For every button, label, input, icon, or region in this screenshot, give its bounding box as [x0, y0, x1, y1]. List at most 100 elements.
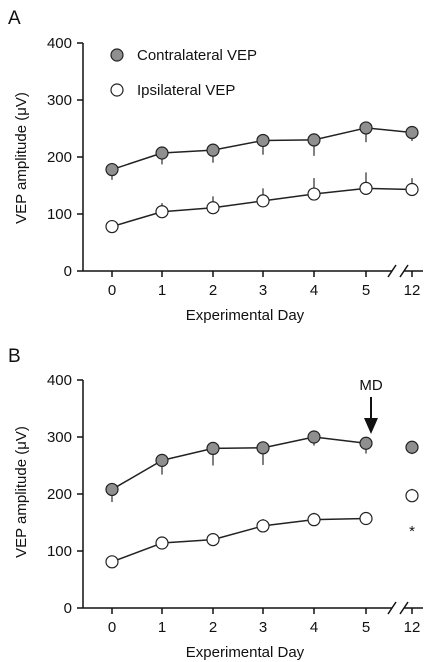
x-axis-break-mark [399, 601, 409, 615]
contralateral-vep-line-segment [262, 139, 315, 142]
panel-a-axes [82, 43, 423, 278]
contralateral-vep-point [256, 133, 270, 148]
ipsilateral-vep-line-segment [111, 211, 163, 228]
y-tick-label: 300 [47, 92, 72, 109]
x-tick-label: 3 [259, 619, 267, 636]
contralateral-vep-point [307, 133, 321, 147]
panel-b-annotations: MD * [359, 377, 415, 540]
x-tick-label: 1 [158, 282, 166, 299]
panel-a-x-axis-title: Experimental Day [186, 307, 305, 324]
contralateral-vep-line-segment [111, 152, 163, 171]
ipsilateral-vep-point [206, 201, 220, 215]
ipsilateral-vep-line-segment [313, 517, 367, 521]
contralateral-vep-point [206, 143, 220, 157]
x-tick-label: 4 [310, 282, 318, 299]
ipsilateral-vep-point [155, 205, 169, 219]
y-tick-label: 100 [47, 206, 72, 223]
panel-a-y-axis-title: VEP amplitude (μV) [13, 92, 30, 224]
x-tick-label: 12 [404, 619, 421, 636]
x-axis-break-mark [399, 264, 409, 278]
panel-b-letter: B [8, 346, 21, 367]
contralateral-vep-point [155, 146, 169, 160]
ipsilateral-vep-line-segment [161, 206, 214, 213]
ipsilateral-vep-point [105, 555, 119, 569]
ipsilateral-vep-line-segment [111, 542, 163, 563]
x-tick-label: 5 [362, 619, 370, 636]
ipsilateral-vep-point [359, 181, 373, 195]
legend-label-ipsilateral: Ipsilateral VEP [137, 82, 235, 99]
panel-b-y-ticks: 0 100 200 300 400 [47, 372, 83, 617]
md-label: MD [359, 377, 382, 394]
panel-a-y-ticks: 0 100 200 300 400 [47, 35, 83, 280]
y-tick-label: 200 [47, 149, 72, 166]
legend-marker-contralateral [110, 48, 124, 62]
x-tick-label: 0 [108, 619, 116, 636]
panel-a-series [105, 121, 419, 234]
contralateral-vep-line-segment [262, 436, 315, 449]
panel-b-x-axis-title: Experimental Day [186, 644, 305, 661]
y-tick-label: 100 [47, 543, 72, 560]
ipsilateral-vep-line-segment [212, 200, 264, 209]
ipsilateral-vep-point [206, 532, 220, 547]
contralateral-vep-line-segment [212, 447, 264, 450]
ipsilateral-vep-point [256, 519, 270, 533]
panel-b-series [105, 430, 419, 569]
x-tick-label: 12 [404, 282, 421, 299]
panel-b: B VEP amplitude (μV) Experimental Day 0 1… [8, 346, 423, 661]
contralateral-vep-line-segment [161, 447, 214, 462]
ipsilateral-vep-point [307, 513, 321, 527]
contralateral-vep-point [105, 482, 119, 497]
x-tick-label: 0 [108, 282, 116, 299]
panel-a-letter: A [8, 8, 21, 29]
legend-marker-ipsilateral [110, 83, 124, 97]
legend: Contralateral VEP Ipsilateral VEP [110, 47, 257, 99]
y-tick-label: 0 [64, 263, 72, 280]
ipsilateral-vep-line-segment [262, 193, 315, 202]
ipsilateral-vep-point [256, 194, 270, 208]
ipsilateral-vep-point [105, 219, 119, 234]
panel-b-axes [82, 380, 423, 615]
legend-label-contralateral: Contralateral VEP [137, 47, 257, 64]
contralateral-vep-point [359, 436, 373, 450]
ipsilateral-vep-line-segment [313, 187, 367, 195]
contralateral-vep-line-segment [313, 436, 367, 445]
ipsilateral-vep-line-segment [212, 525, 264, 541]
x-axis-break-mark [387, 601, 397, 615]
x-tick-label: 1 [158, 619, 166, 636]
ipsilateral-vep-line-segment [262, 518, 315, 527]
contralateral-vep-point [359, 121, 373, 135]
x-tick-label: 2 [209, 619, 217, 636]
ipsilateral-vep-point [405, 489, 419, 503]
x-tick-label: 3 [259, 282, 267, 299]
contralateral-vep-point [206, 441, 220, 455]
x-tick-label: 4 [310, 619, 318, 636]
panel-a: A VEP amplitude (μV) Experimental Day 0 1… [8, 8, 423, 324]
contralateral-vep-line-segment [111, 459, 163, 491]
ipsilateral-vep-line-segment [365, 187, 413, 191]
contralateral-vep-point [105, 162, 119, 177]
y-tick-label: 400 [47, 372, 72, 389]
x-tick-label: 5 [362, 282, 370, 299]
panel-b-x-ticks: 0 1 2 3 4 5 12 [108, 608, 421, 636]
md-arrow-head [364, 418, 378, 434]
y-tick-label: 200 [47, 486, 72, 503]
y-tick-label: 400 [47, 35, 72, 52]
contralateral-vep-point [256, 441, 270, 455]
ipsilateral-vep-point [307, 187, 321, 201]
x-axis-break-mark [387, 264, 397, 278]
contralateral-vep-point [405, 440, 419, 454]
contralateral-vep-point [307, 430, 321, 444]
ipsilateral-vep-line-segment [161, 538, 214, 544]
significance-asterisk: * [409, 523, 415, 540]
ipsilateral-vep-point [359, 511, 373, 526]
ipsilateral-vep-point [155, 536, 169, 550]
contralateral-vep-line-segment [212, 139, 264, 151]
x-tick-label: 2 [209, 282, 217, 299]
contralateral-vep-line-segment [313, 127, 367, 141]
y-tick-label: 0 [64, 600, 72, 617]
contralateral-vep-point [405, 125, 419, 140]
contralateral-vep-line-segment [365, 127, 413, 134]
ipsilateral-vep-point [405, 182, 419, 197]
contralateral-vep-point [155, 453, 169, 467]
